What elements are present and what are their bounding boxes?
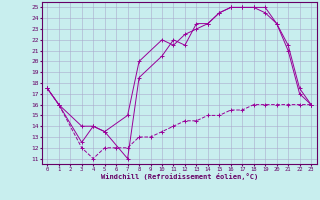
X-axis label: Windchill (Refroidissement éolien,°C): Windchill (Refroidissement éolien,°C) bbox=[100, 173, 258, 180]
